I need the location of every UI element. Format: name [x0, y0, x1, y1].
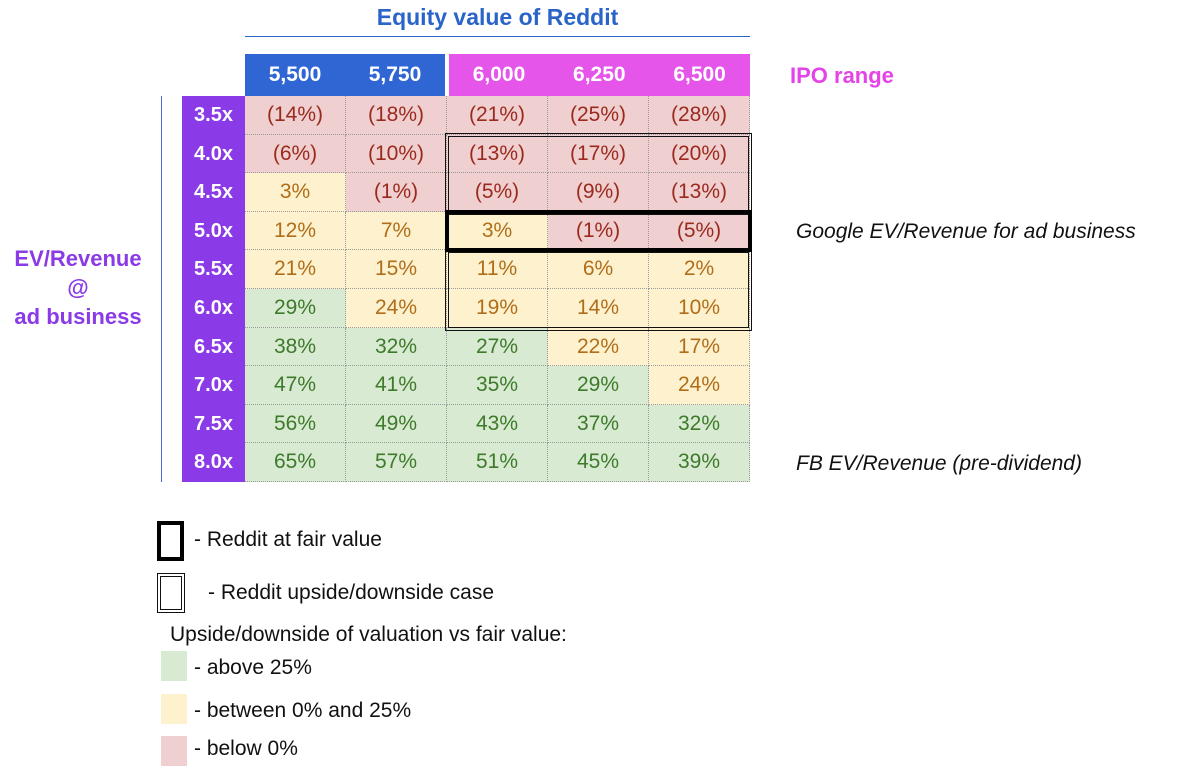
table-cell: 41%: [346, 366, 447, 405]
table-cell: (20%): [649, 134, 750, 174]
table-cell: 3%: [245, 173, 346, 212]
table-cell: 29%: [548, 366, 649, 405]
column-header: 5,750: [368, 63, 422, 86]
column-header: 6,250: [573, 63, 626, 86]
row-axis-label-line: EV/Revenue: [14, 246, 142, 271]
upside-downside-box: [445, 133, 752, 215]
row-header: 7.0x: [194, 374, 233, 397]
fair-value-box: [445, 210, 752, 252]
row-header-band: [182, 96, 245, 482]
legend-heading: Upside/downside of valuation vs fair val…: [170, 623, 567, 646]
table-cell: 51%: [447, 443, 548, 482]
table-cell: 56%: [245, 404, 346, 444]
table-cell: 35%: [447, 366, 548, 405]
row-header: 7.5x: [194, 412, 233, 435]
table-cell: 39%: [649, 443, 750, 482]
legend-green-swatch: [161, 651, 187, 681]
row-axis-label-line: @: [67, 275, 89, 300]
table-cell: (14%): [245, 96, 346, 135]
table-cell: 11%: [447, 250, 548, 289]
table-cell: 17%: [649, 327, 750, 367]
table-cell: 22%: [548, 327, 649, 367]
fb-annotation: FB EV/Revenue (pre-dividend): [796, 452, 1082, 475]
legend-updown-swatch: [157, 573, 185, 613]
table-cell: (17%): [548, 134, 649, 174]
table-cell: 38%: [245, 327, 346, 367]
legend-below-label: - below 0%: [194, 737, 298, 760]
table-cell: 2%: [649, 250, 750, 289]
row-header: 3.5x: [194, 104, 233, 126]
row-header: 4.0x: [194, 142, 233, 165]
row-header: 8.0x: [194, 451, 233, 474]
table-cell: (28%): [649, 96, 750, 135]
column-header-block-pink: [449, 54, 750, 96]
title-underline: [245, 36, 750, 37]
table-cell: 47%: [245, 366, 346, 405]
table-cell: 3%: [447, 211, 548, 251]
table-cell: 45%: [548, 443, 649, 482]
legend-above-label: - above 25%: [194, 656, 312, 679]
column-header-block-blue: [245, 54, 445, 96]
table-cell: 27%: [447, 327, 548, 367]
table-cell: (6%): [245, 134, 346, 174]
table-cell: 29%: [245, 289, 346, 328]
table-cell: (18%): [346, 96, 447, 135]
upside-downside-box: [445, 249, 752, 331]
table-cell: 10%: [649, 289, 750, 328]
table-cell: 57%: [346, 443, 447, 482]
table-cell: 43%: [447, 404, 548, 444]
chart-title: Equity value of Reddit: [376, 4, 619, 30]
legend-between-label: - between 0% and 25%: [194, 699, 412, 722]
legend-red-swatch: [161, 736, 187, 766]
table-cell: (9%): [548, 173, 649, 212]
table-cell: (10%): [346, 134, 447, 174]
table-cell: 14%: [548, 289, 649, 328]
row-axis-rule: [161, 96, 162, 482]
table-cell: (25%): [548, 96, 649, 135]
column-header: 6,000: [472, 63, 526, 86]
row-header: 6.0x: [194, 297, 233, 319]
table-cell: 37%: [548, 404, 649, 444]
legend-updown-label: - Reddit upside/downside case: [208, 581, 495, 604]
table-cell: 32%: [346, 327, 447, 367]
ipo-range-label: IPO range: [790, 63, 894, 88]
table-cell: 32%: [649, 404, 750, 444]
table-cell: 6%: [548, 250, 649, 289]
column-header: 6,500: [673, 63, 726, 86]
table-cell: (5%): [447, 173, 548, 212]
table-cell: 21%: [245, 250, 346, 289]
row-header: 5.5x: [194, 258, 233, 281]
row-header: 5.0x: [194, 219, 233, 242]
table-cell: (13%): [447, 134, 548, 174]
table-cell: (1%): [548, 211, 649, 251]
row-header: 6.5x: [194, 335, 233, 358]
legend-fair-value-label: - Reddit at fair value: [194, 528, 382, 551]
table-cell: (21%): [447, 96, 548, 135]
column-header: 5,500: [268, 63, 322, 86]
table-cell: 19%: [447, 289, 548, 328]
table-cell: 65%: [245, 443, 346, 482]
table-cell: 24%: [346, 289, 447, 328]
table-cell: 12%: [245, 211, 346, 251]
table-cell: 24%: [649, 366, 750, 405]
table-cell: (1%): [346, 173, 447, 212]
google-annotation: Google EV/Revenue for ad business: [796, 220, 1136, 243]
table-cell: 49%: [346, 404, 447, 444]
table-cell: 7%: [346, 211, 447, 251]
row-header: 4.5x: [194, 181, 233, 204]
table-cell: 15%: [346, 250, 447, 289]
row-axis-label-line: ad business: [14, 304, 142, 329]
legend-yellow-swatch: [161, 694, 187, 724]
legend-fair-value-swatch: [157, 521, 184, 561]
row-axis-label: EV/Revenue @ ad business: [2, 244, 154, 331]
